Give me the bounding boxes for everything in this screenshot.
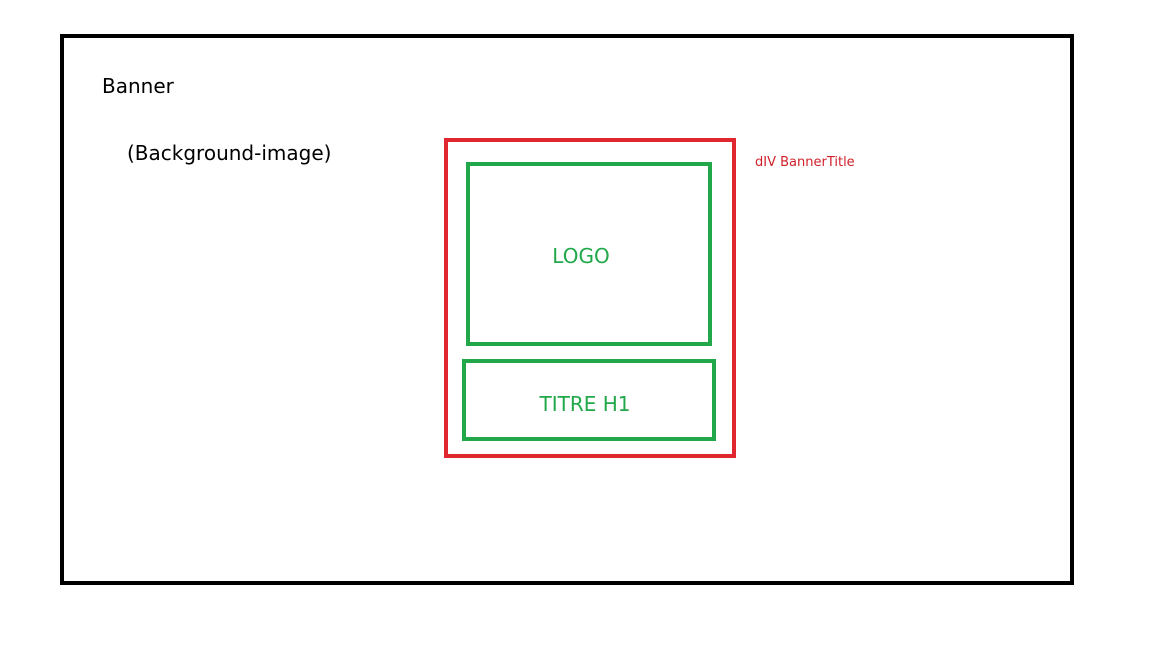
heading-label: TITRE H1 [539, 392, 631, 416]
background-image-label: (Background-image) [127, 141, 332, 165]
banner-container [60, 34, 1074, 585]
logo-label: LOGO [552, 244, 610, 268]
logo-box: LOGO [466, 162, 712, 346]
banner-title-label: dIV BannerTitle [755, 155, 855, 170]
banner-label: Banner [102, 74, 174, 98]
heading-box: TITRE H1 [462, 359, 716, 441]
banner-title-container [444, 138, 736, 458]
